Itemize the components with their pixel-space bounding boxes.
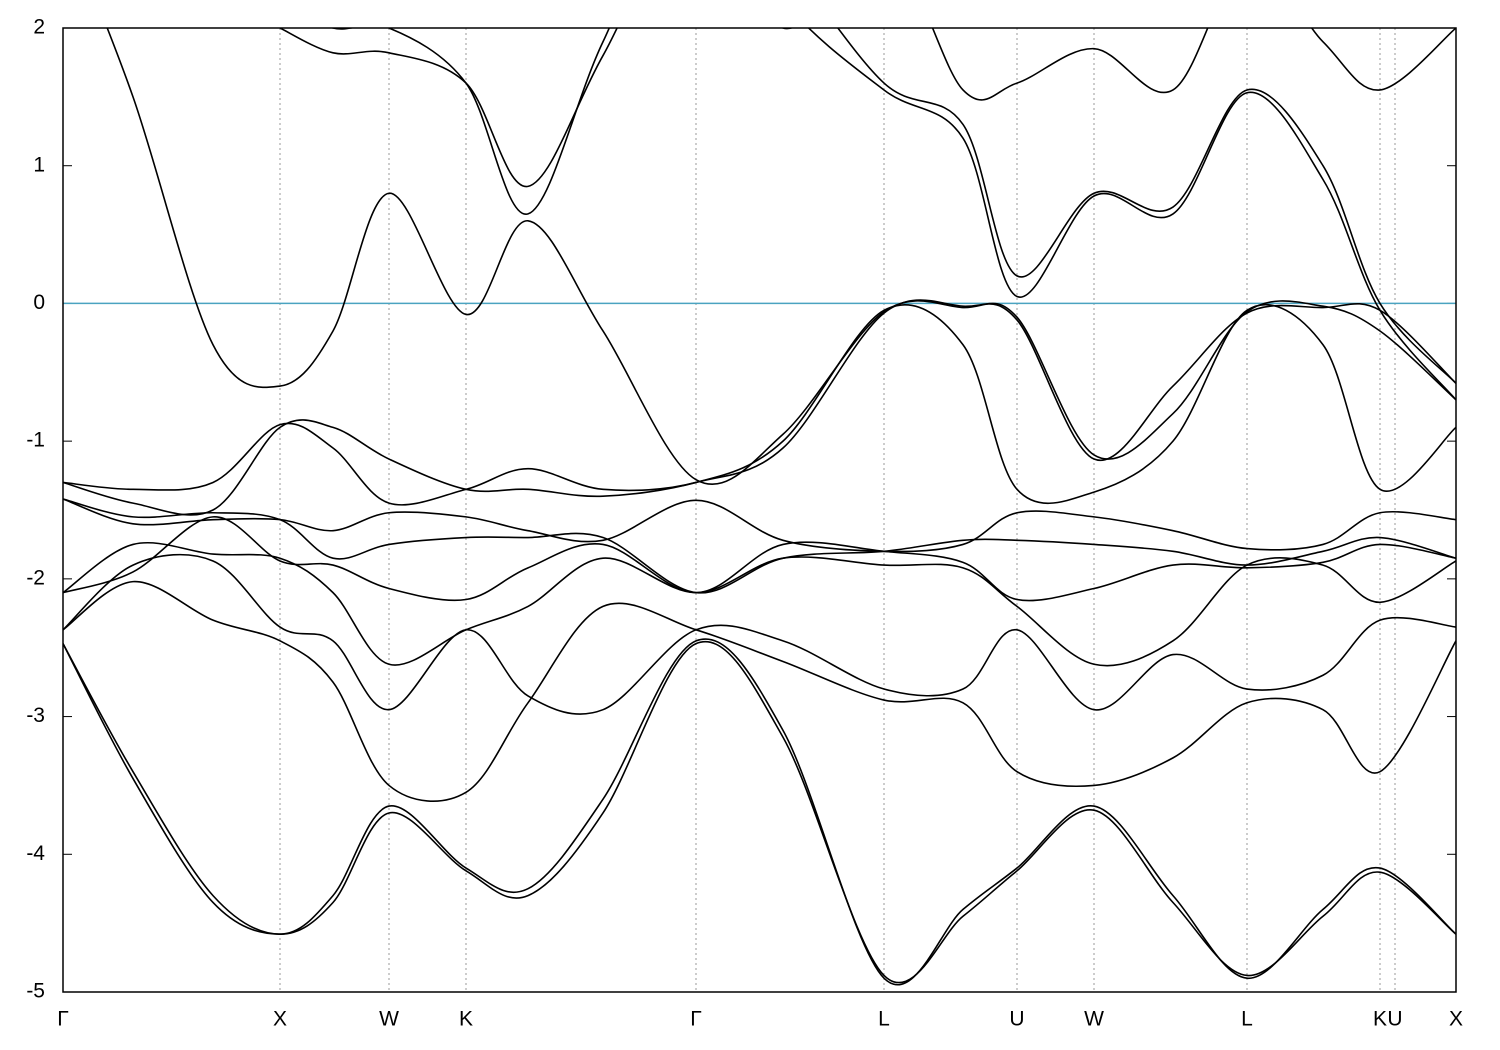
band-line xyxy=(63,553,1456,715)
band-line xyxy=(279,28,1456,384)
y-tick-label: -4 xyxy=(26,842,45,865)
x-tick-label: U xyxy=(1387,1008,1402,1031)
band-line xyxy=(63,580,1456,802)
y-tick-label: -1 xyxy=(26,429,45,452)
plot-frame xyxy=(62,27,1457,993)
y-tick-label: -5 xyxy=(26,980,45,1003)
band-line xyxy=(63,498,1456,594)
y-tick-label: 1 xyxy=(33,153,45,176)
y-tick-label: -3 xyxy=(26,704,45,727)
band-line xyxy=(63,516,1456,602)
y-tick-label: 2 xyxy=(33,16,45,39)
x-tick-label: W xyxy=(1084,1008,1104,1031)
band-line xyxy=(781,28,1456,101)
band-line xyxy=(63,498,1456,553)
y-tick-label: -2 xyxy=(26,566,45,589)
x-tick-label: L xyxy=(1241,1008,1253,1031)
x-tick-label: L xyxy=(878,1008,890,1031)
band-line xyxy=(106,28,1456,486)
band-line xyxy=(63,640,1456,984)
x-tick-label: K xyxy=(1373,1008,1387,1031)
x-tick-label: X xyxy=(1449,1008,1463,1031)
x-tick-label: K xyxy=(459,1008,473,1031)
band-line xyxy=(63,541,1456,667)
x-tick-label: U xyxy=(1009,1008,1024,1031)
x-tick-label: Γ xyxy=(57,1008,69,1031)
band-line xyxy=(63,638,1456,986)
grid xyxy=(62,27,1457,993)
band-line xyxy=(63,299,1456,516)
band-line xyxy=(330,28,1456,401)
y-tick-label: 0 xyxy=(33,291,45,314)
bands xyxy=(63,28,1456,986)
band-line xyxy=(63,304,1456,506)
x-tick-label: Γ xyxy=(690,1008,702,1031)
x-tick-label: X xyxy=(273,1008,287,1031)
x-tick-label: W xyxy=(379,1008,399,1031)
labels: 210-1-2-3-4-5Γ X W K Γ L U W L K U X xyxy=(26,16,1463,1031)
